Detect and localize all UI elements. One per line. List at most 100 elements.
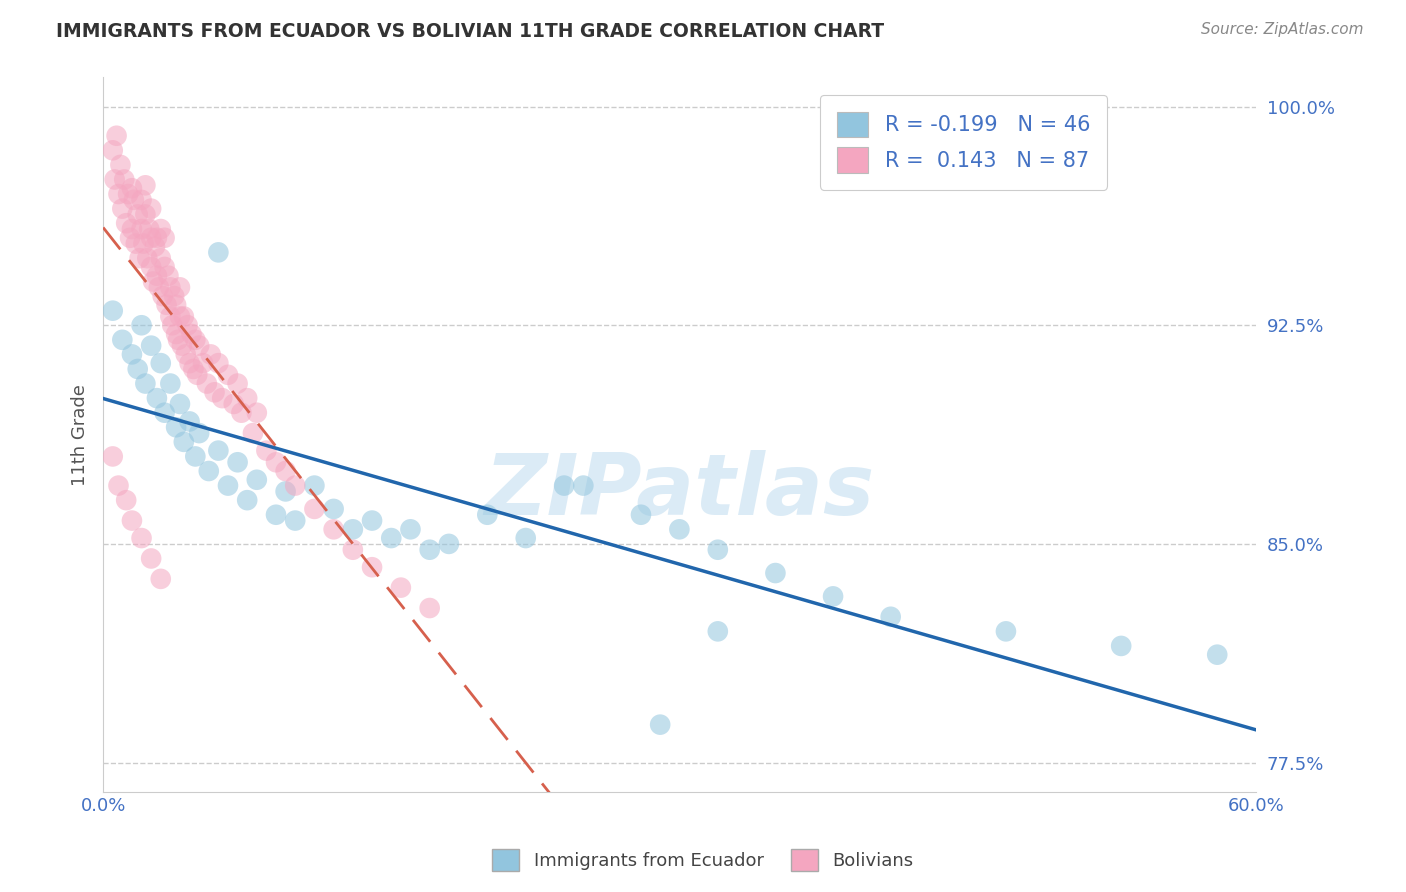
- Point: [200, 347, 222, 361]
- Point: [111, 333, 134, 347]
- Y-axis label: 11th Grade: 11th Grade: [72, 384, 89, 485]
- Point: [149, 356, 172, 370]
- Point: [823, 590, 845, 604]
- Point: [342, 522, 364, 536]
- Point: [207, 443, 229, 458]
- Point: [127, 207, 149, 221]
- Legend: R = -0.199   N = 46, R =  0.143   N = 87: R = -0.199 N = 46, R = 0.143 N = 87: [820, 95, 1107, 190]
- Point: [127, 362, 149, 376]
- Point: [136, 251, 159, 265]
- Point: [765, 566, 787, 580]
- Point: [121, 347, 143, 361]
- Point: [188, 339, 211, 353]
- Legend: Immigrants from Ecuador, Bolivians: Immigrants from Ecuador, Bolivians: [485, 842, 921, 879]
- Point: [141, 339, 163, 353]
- Point: [101, 144, 124, 158]
- Point: [284, 478, 307, 492]
- Point: [170, 339, 193, 353]
- Point: [1109, 639, 1132, 653]
- Point: [207, 356, 229, 370]
- Point: [141, 260, 163, 274]
- Point: [186, 368, 208, 382]
- Point: [134, 376, 156, 391]
- Point: [553, 478, 575, 492]
- Point: [146, 268, 169, 283]
- Point: [274, 464, 297, 478]
- Point: [131, 193, 153, 207]
- Point: [264, 508, 287, 522]
- Point: [1206, 648, 1229, 662]
- Point: [231, 406, 253, 420]
- Point: [707, 542, 730, 557]
- Point: [163, 289, 186, 303]
- Point: [184, 450, 207, 464]
- Point: [125, 236, 148, 251]
- Point: [111, 202, 134, 216]
- Point: [152, 289, 174, 303]
- Point: [132, 236, 155, 251]
- Point: [174, 347, 197, 361]
- Point: [165, 326, 187, 341]
- Point: [131, 222, 153, 236]
- Point: [361, 560, 384, 574]
- Point: [141, 551, 163, 566]
- Point: [115, 216, 138, 230]
- Point: [179, 356, 201, 370]
- Point: [146, 391, 169, 405]
- Point: [169, 397, 191, 411]
- Point: [122, 193, 145, 207]
- Point: [146, 231, 169, 245]
- Point: [153, 260, 176, 274]
- Point: [143, 239, 166, 253]
- Point: [246, 406, 269, 420]
- Point: [142, 275, 165, 289]
- Point: [183, 362, 205, 376]
- Point: [222, 397, 245, 411]
- Point: [149, 251, 172, 265]
- Point: [165, 298, 187, 312]
- Point: [153, 406, 176, 420]
- Point: [437, 537, 460, 551]
- Point: [167, 333, 190, 347]
- Point: [159, 310, 181, 324]
- Point: [131, 531, 153, 545]
- Point: [217, 368, 239, 382]
- Point: [117, 187, 139, 202]
- Point: [138, 222, 160, 236]
- Point: [197, 464, 219, 478]
- Point: [650, 717, 672, 731]
- Point: [180, 326, 202, 341]
- Point: [121, 222, 143, 236]
- Point: [110, 158, 132, 172]
- Point: [149, 572, 172, 586]
- Point: [128, 251, 150, 265]
- Point: [361, 514, 384, 528]
- Text: ZIPatlas: ZIPatlas: [484, 450, 875, 533]
- Point: [389, 581, 412, 595]
- Point: [226, 455, 249, 469]
- Point: [630, 508, 652, 522]
- Point: [162, 318, 184, 333]
- Point: [165, 420, 187, 434]
- Point: [322, 522, 344, 536]
- Point: [141, 202, 163, 216]
- Point: [322, 502, 344, 516]
- Point: [226, 376, 249, 391]
- Point: [254, 443, 277, 458]
- Point: [236, 493, 259, 508]
- Point: [115, 493, 138, 508]
- Point: [104, 172, 127, 186]
- Point: [380, 531, 402, 545]
- Text: Source: ZipAtlas.com: Source: ZipAtlas.com: [1201, 22, 1364, 37]
- Point: [134, 178, 156, 193]
- Point: [169, 280, 191, 294]
- Text: IMMIGRANTS FROM ECUADOR VS BOLIVIAN 11TH GRADE CORRELATION CHART: IMMIGRANTS FROM ECUADOR VS BOLIVIAN 11TH…: [56, 22, 884, 41]
- Point: [304, 502, 326, 516]
- Point: [173, 310, 195, 324]
- Point: [304, 478, 326, 492]
- Point: [148, 280, 170, 294]
- Point: [204, 385, 226, 400]
- Point: [342, 542, 364, 557]
- Point: [131, 318, 153, 333]
- Point: [188, 426, 211, 441]
